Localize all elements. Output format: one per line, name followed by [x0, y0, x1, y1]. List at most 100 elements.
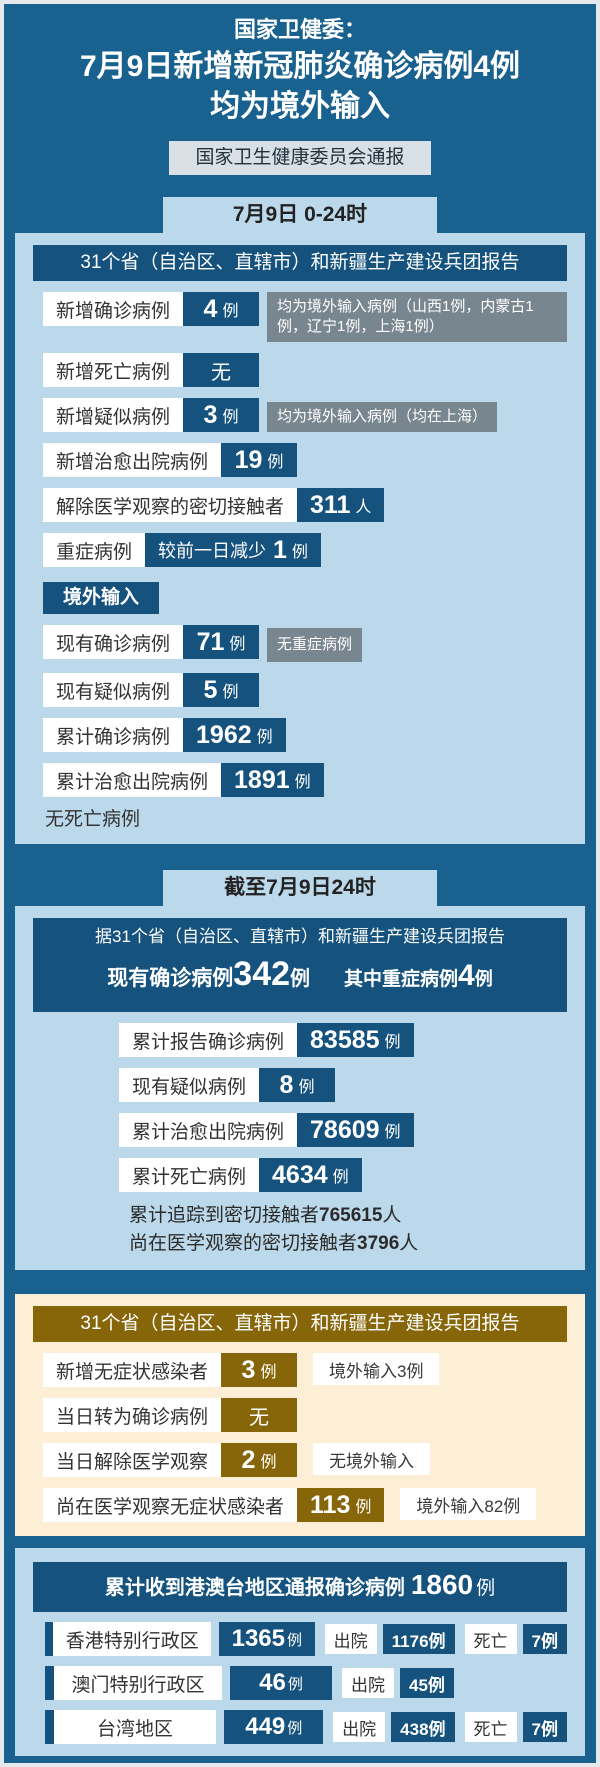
- stat-value: 1962 例: [183, 718, 286, 752]
- stat-label: 新增疑似病例: [43, 398, 184, 432]
- stat-row: 重症病例 较前一日减少 1 例: [43, 533, 567, 567]
- stat-label: 当日转为确诊病例: [43, 1398, 222, 1432]
- accent-bar: [45, 1666, 54, 1700]
- title-line-1: 7月9日新增新冠肺炎确诊病例4例: [79, 50, 521, 83]
- stat-label: 累计治愈出院病例: [119, 1113, 298, 1147]
- stat-label: 累计治愈出院病例: [43, 763, 222, 797]
- stat-label: 重症病例: [43, 533, 146, 567]
- accent-bar: [45, 1622, 54, 1656]
- discharged-label: 出院: [324, 1624, 377, 1654]
- asymptomatic-header-bar: 31个省（自治区、直辖市）和新疆生产建设兵团报告: [33, 1306, 567, 1342]
- region-cases: 46 例: [230, 1666, 332, 1700]
- tab-daily: 7月9日 0-24时: [163, 197, 437, 233]
- death-value: 7例: [522, 1624, 567, 1654]
- panel-hmt: 累计收到港澳台地区通报确诊病例 1860 例 香港特别行政区 1365 例 出院 11…: [15, 1548, 585, 1756]
- stat-value: 1891 例: [221, 763, 324, 797]
- report-header-bar: 31个省（自治区、直辖市）和新疆生产建设兵团报告: [33, 245, 567, 281]
- stat-row: 新增治愈出院病例 19 例: [43, 443, 567, 477]
- contact-note: 累计追踪到密切接触者765615人: [129, 1205, 402, 1226]
- region-label: 香港特别行政区: [53, 1622, 211, 1656]
- region-label: 台湾地区: [53, 1710, 217, 1744]
- source-kicker: 国家卫健委：: [233, 17, 366, 42]
- accent-bar: [45, 1710, 54, 1744]
- stat-row: 解除医学观察的密切接触者 311 人: [43, 488, 567, 522]
- stat-value: 83585 例: [297, 1023, 414, 1057]
- death-label: 死亡: [464, 1712, 517, 1742]
- stat-label: 累计死亡病例: [119, 1158, 260, 1192]
- discharged-value: 1176例: [382, 1624, 455, 1654]
- stat-note: 均为境外输入病例（山西1例，内蒙古1例，辽宁1例，上海1例）: [267, 292, 567, 342]
- contact-note: 尚在医学观察的密切接触者3796人: [129, 1233, 419, 1254]
- stat-note: 境外输入82例: [400, 1488, 537, 1520]
- panel-cumulative: 据31个省（自治区、直辖市）和新疆生产建设兵团报告 现有确诊病例342例 其中重症…: [15, 906, 585, 1270]
- stat-value: 71 例: [183, 625, 260, 659]
- stat-label: 新增治愈出院病例: [43, 443, 222, 477]
- discharged-label: 出院: [342, 1668, 394, 1698]
- stat-note: 均为境外输入病例（均在上海）: [267, 402, 498, 432]
- hmt-header-bar: 累计收到港澳台地区通报确诊病例 1860 例: [33, 1562, 567, 1612]
- stat-label: 现有疑似病例: [43, 673, 184, 707]
- death-label: 死亡: [464, 1624, 517, 1654]
- region-label: 澳门特别行政区: [54, 1666, 222, 1700]
- stat-value: 78609 例: [297, 1113, 414, 1147]
- no-death-note: 无死亡病例: [45, 809, 141, 830]
- stat-label: 新增确诊病例: [43, 292, 184, 326]
- imported-tag: 境外输入: [43, 582, 160, 614]
- discharged-value: 45例: [400, 1668, 454, 1698]
- stat-label: 解除医学观察的密切接触者: [43, 488, 298, 522]
- stat-label: 累计确诊病例: [43, 718, 184, 752]
- headline-line-2: 现有确诊病例342例 其中重症病例4例: [107, 955, 493, 993]
- region-cases: 449 例: [224, 1710, 324, 1744]
- stat-row: 累计确诊病例 1962 例: [43, 718, 567, 752]
- region-row: 澳门特别行政区 46 例 出院 45例: [45, 1666, 567, 1700]
- stat-label: 现有疑似病例: [119, 1068, 260, 1102]
- discharged-value: 438例: [391, 1712, 455, 1742]
- stat-label: 新增无症状感染者: [43, 1353, 222, 1387]
- stat-note: 无重症病例: [267, 628, 363, 662]
- header: 国家卫健委： 7月9日新增新冠肺炎确诊病例4例 均为境外输入 国家卫生健康委员会…: [4, 4, 596, 175]
- stat-row: 新增死亡病例 无: [43, 353, 567, 387]
- death-value: 7例: [522, 1712, 567, 1742]
- tab-cumulative: 截至7月9日24时: [163, 870, 437, 906]
- stat-row: 当日转为确诊病例 无: [43, 1398, 567, 1432]
- page-title: 7月9日新增新冠肺炎确诊病例4例 均为境外输入: [4, 47, 596, 127]
- stat-label: 累计报告确诊病例: [119, 1023, 298, 1057]
- stat-note: 无境外输入: [313, 1443, 431, 1475]
- stat-note: 境外输入3例: [313, 1353, 440, 1385]
- title-line-2: 均为境外输入: [210, 90, 390, 123]
- stat-label: 新增死亡病例: [43, 353, 184, 387]
- headline-line-1: 据31个省（自治区、直辖市）和新疆生产建设兵团报告: [95, 927, 505, 946]
- stat-row: 累计死亡病例 4634 例: [119, 1158, 567, 1192]
- cumulative-headline: 据31个省（自治区、直辖市）和新疆生产建设兵团报告 现有确诊病例342例 其中重症…: [33, 918, 567, 1012]
- stat-row: 累计治愈出院病例 1891 例: [43, 763, 567, 797]
- stat-label: 现有确诊病例: [43, 625, 184, 659]
- stat-value: 无: [183, 353, 260, 387]
- stat-value: 113 例: [297, 1488, 385, 1522]
- stat-value: 较前一日减少 1 例: [145, 533, 321, 567]
- stat-row: 累计治愈出院病例 78609 例: [119, 1113, 567, 1147]
- stat-row: 累计报告确诊病例 83585 例: [119, 1023, 567, 1057]
- stat-label: 当日解除医学观察: [43, 1443, 222, 1477]
- stat-value: 19 例: [221, 443, 298, 477]
- discharged-label: 出院: [333, 1712, 386, 1742]
- stat-value: 311 人: [297, 488, 385, 522]
- stat-row: 尚在医学观察无症状感染者 113 例 境外输入82例: [43, 1488, 567, 1522]
- region-cases: 1365 例: [218, 1622, 315, 1656]
- stat-value: 无: [221, 1398, 298, 1432]
- region-row: 台湾地区 449 例 出院 438例 死亡 7例: [45, 1710, 567, 1744]
- contact-tracing-notes: 累计追踪到密切接触者765615人 尚在医学观察的密切接触者3796人: [129, 1202, 567, 1258]
- stat-label: 尚在医学观察无症状感染者: [43, 1488, 298, 1522]
